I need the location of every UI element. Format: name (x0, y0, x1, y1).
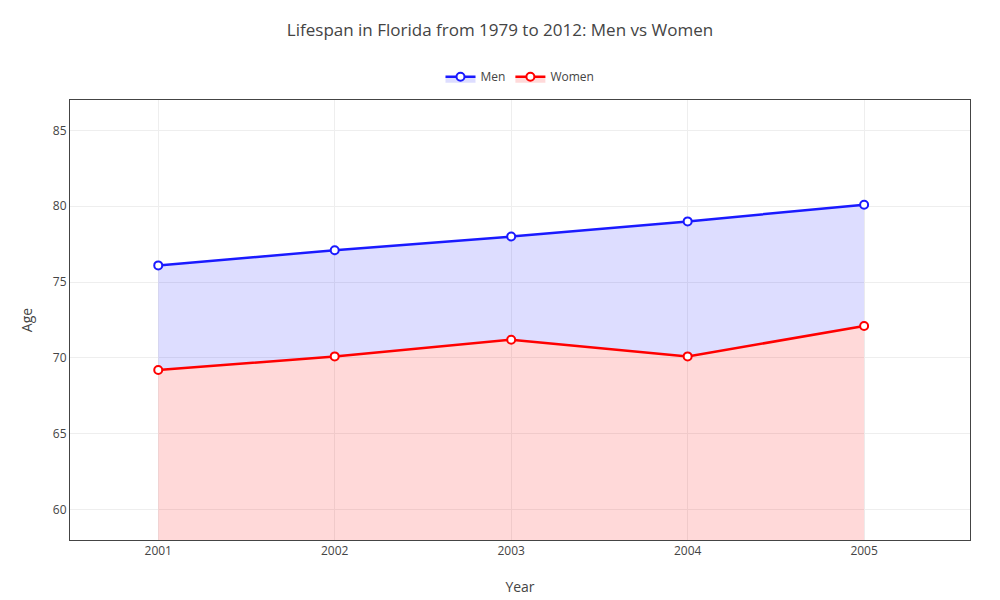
svg-text:2002: 2002 (321, 542, 349, 559)
svg-text:Year: Year (505, 577, 534, 596)
svg-text:Women: Women (550, 68, 594, 85)
svg-text:80: 80 (53, 197, 67, 214)
svg-text:60: 60 (53, 501, 67, 518)
svg-text:75: 75 (53, 273, 67, 290)
svg-text:Age: Age (17, 308, 36, 332)
svg-text:Lifespan in Florida from 1979: Lifespan in Florida from 1979 to 2012: M… (287, 18, 713, 41)
svg-text:2001: 2001 (145, 542, 172, 559)
svg-text:2005: 2005 (850, 542, 878, 559)
svg-text:65: 65 (53, 425, 67, 442)
svg-text:70: 70 (53, 349, 67, 366)
svg-text:Men: Men (481, 68, 506, 85)
svg-text:85: 85 (53, 122, 67, 139)
svg-text:2004: 2004 (674, 542, 702, 559)
svg-text:2003: 2003 (497, 542, 525, 559)
